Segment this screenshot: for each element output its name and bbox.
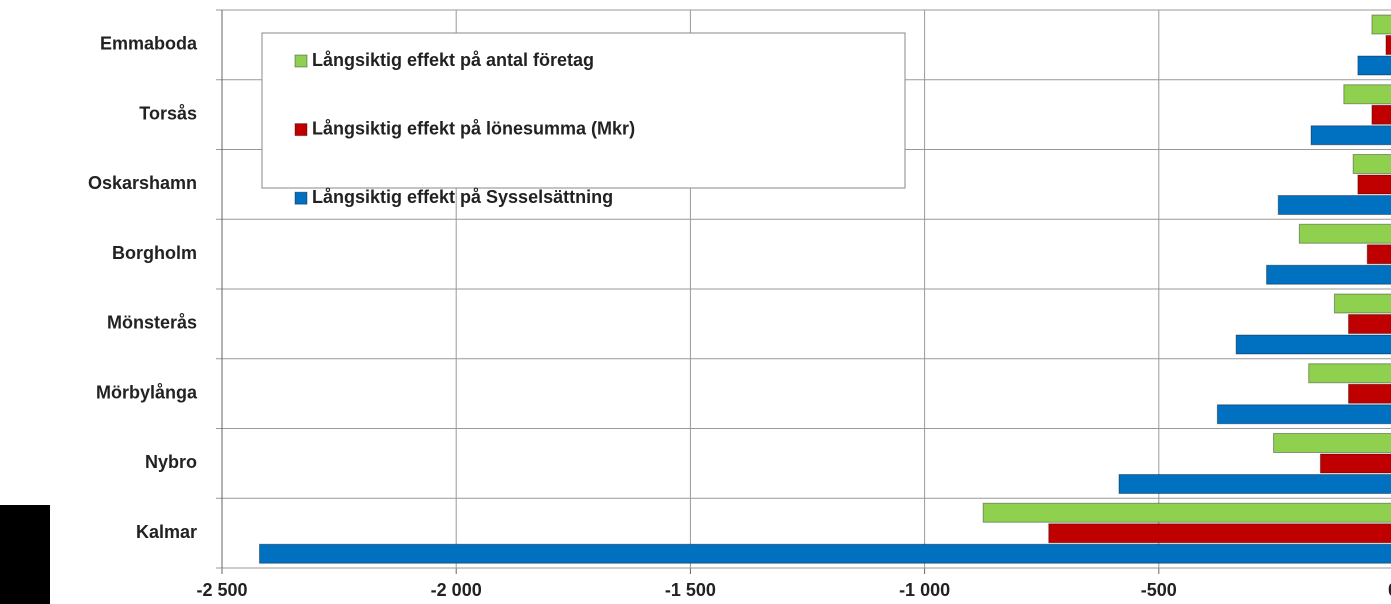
legend-label: Långsiktig effekt på lönesumma (Mkr) bbox=[312, 118, 635, 138]
category-label: Torsås bbox=[139, 103, 197, 123]
bar bbox=[1319, 453, 1391, 474]
bar bbox=[1348, 314, 1391, 334]
category-label: Kalmar bbox=[136, 522, 197, 542]
legend-swatch bbox=[294, 54, 308, 68]
bar bbox=[1371, 14, 1391, 35]
bar bbox=[1352, 154, 1391, 174]
legend: Långsiktig effekt på antal företag Långsi… bbox=[261, 32, 906, 207]
bar bbox=[1266, 264, 1391, 285]
category-label: Oskarshamn bbox=[88, 173, 197, 193]
bar bbox=[1235, 334, 1391, 355]
bar bbox=[1385, 35, 1391, 55]
x-tick-label: 0 bbox=[1388, 580, 1391, 600]
bar bbox=[1273, 433, 1391, 453]
bar bbox=[1308, 363, 1391, 384]
bar bbox=[1277, 195, 1391, 215]
legend-swatch bbox=[294, 123, 308, 137]
category-label: Borgholm bbox=[112, 243, 197, 263]
x-tick-label: -2 000 bbox=[431, 580, 482, 600]
category-label: Emmaboda bbox=[100, 34, 198, 54]
bar bbox=[1333, 293, 1391, 314]
category-label: Nybro bbox=[145, 452, 197, 472]
bar bbox=[1118, 474, 1391, 494]
black-block bbox=[0, 505, 50, 604]
x-tick-label: -2 500 bbox=[196, 580, 247, 600]
category-label: Mönsterås bbox=[107, 313, 197, 333]
bar bbox=[1357, 55, 1391, 76]
legend-label: Långsiktig effekt på Sysselsättning bbox=[312, 187, 613, 207]
bar bbox=[1298, 223, 1391, 244]
legend-box bbox=[261, 32, 906, 189]
bar bbox=[1357, 174, 1391, 195]
bar bbox=[1216, 404, 1391, 425]
x-tick-label: -1 000 bbox=[899, 580, 950, 600]
bar bbox=[1048, 523, 1391, 544]
x-tick-label: -500 bbox=[1141, 580, 1177, 600]
category-label: Mörbylånga bbox=[96, 382, 198, 402]
bar bbox=[1348, 383, 1391, 404]
bar bbox=[1310, 125, 1391, 146]
bar bbox=[1366, 244, 1391, 265]
bar bbox=[1371, 104, 1391, 125]
legend-label: Långsiktig effekt på antal företag bbox=[312, 50, 594, 70]
bar bbox=[1343, 84, 1391, 105]
bar bbox=[258, 543, 1391, 564]
x-tick-label: -1 500 bbox=[665, 580, 716, 600]
legend-swatch bbox=[294, 191, 308, 205]
bar bbox=[982, 502, 1391, 523]
